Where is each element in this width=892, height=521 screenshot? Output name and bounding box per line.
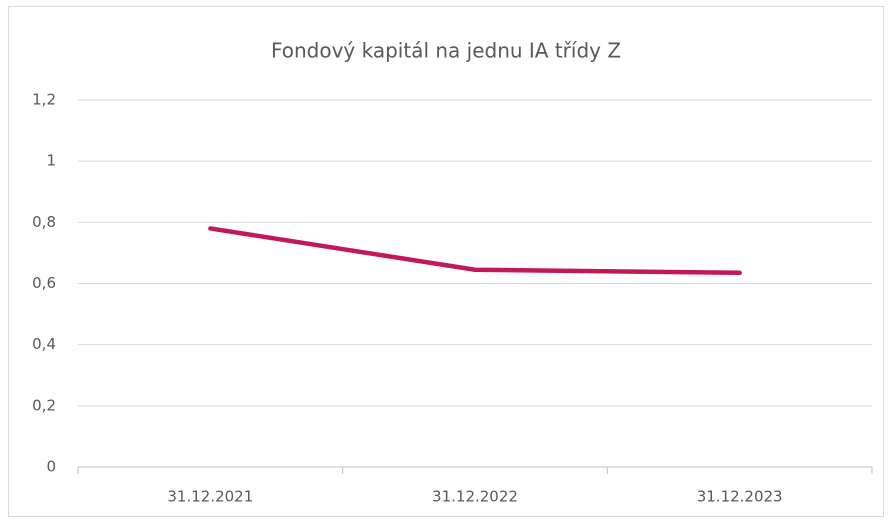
x-tick-label: 31.12.2022 [432, 488, 518, 506]
y-tick-label: 0,4 [32, 335, 56, 353]
x-tick-label: 31.12.2021 [167, 488, 253, 506]
y-tick-label: 1,2 [32, 91, 56, 109]
y-tick-label: 0,8 [32, 213, 56, 231]
data-line [208, 226, 742, 276]
y-tick-label: 1 [46, 152, 56, 170]
chart-border [8, 6, 884, 517]
x-tick-label: 31.12.2023 [697, 488, 783, 506]
y-tick-label: 0,2 [32, 396, 56, 414]
y-tick-label: 0 [46, 458, 56, 476]
chart-title: Fondový kapitál na jednu IA třídy Z [271, 39, 621, 63]
y-tick-label: 0,6 [32, 274, 56, 292]
